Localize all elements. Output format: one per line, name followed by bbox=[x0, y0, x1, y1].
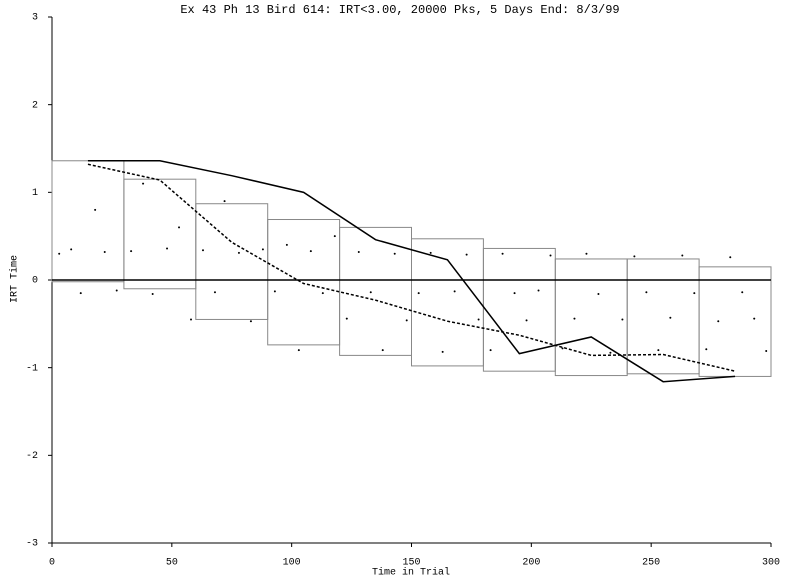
point bbox=[657, 349, 660, 352]
point bbox=[525, 319, 528, 322]
point bbox=[103, 250, 106, 253]
point bbox=[345, 317, 348, 320]
y-tick-label: 1 bbox=[32, 188, 38, 199]
point bbox=[321, 292, 324, 295]
point bbox=[178, 226, 181, 229]
point bbox=[357, 250, 360, 253]
point bbox=[405, 319, 408, 322]
point bbox=[297, 349, 300, 352]
x-tick-label: 100 bbox=[283, 558, 301, 569]
point bbox=[561, 347, 564, 350]
point bbox=[58, 252, 61, 255]
point bbox=[130, 250, 133, 253]
point bbox=[585, 252, 588, 255]
box bbox=[411, 238, 484, 367]
point bbox=[190, 318, 193, 321]
point bbox=[717, 320, 720, 323]
point bbox=[429, 251, 432, 254]
point bbox=[285, 243, 288, 246]
y-tick-label: -2 bbox=[26, 451, 38, 462]
box bbox=[626, 258, 700, 375]
point bbox=[142, 182, 145, 185]
point bbox=[213, 291, 216, 294]
point bbox=[573, 317, 576, 320]
point bbox=[693, 292, 696, 295]
y-tick-label: -1 bbox=[26, 363, 38, 374]
x-tick-label: 50 bbox=[166, 558, 178, 569]
point bbox=[453, 290, 456, 293]
point bbox=[645, 291, 648, 294]
point bbox=[201, 249, 204, 252]
point bbox=[70, 248, 73, 251]
x-tick-label: 250 bbox=[642, 558, 660, 569]
point bbox=[549, 254, 552, 257]
point bbox=[166, 247, 169, 250]
point bbox=[393, 252, 396, 255]
point bbox=[489, 349, 492, 352]
y-axis-label: IRT Time bbox=[9, 255, 21, 303]
point bbox=[477, 318, 480, 321]
point bbox=[669, 316, 672, 319]
point bbox=[369, 291, 372, 294]
box bbox=[698, 266, 772, 377]
x-tick-label: 300 bbox=[762, 558, 780, 569]
point bbox=[261, 248, 264, 251]
x-tick-label: 0 bbox=[49, 558, 55, 569]
y-tick-label: 3 bbox=[32, 13, 38, 24]
point bbox=[729, 256, 732, 259]
point bbox=[513, 292, 516, 295]
point bbox=[273, 290, 276, 293]
chart-title: Ex 43 Ph 13 Bird 614: IRT<3.00, 20000 Pk… bbox=[180, 3, 619, 17]
point bbox=[249, 320, 252, 323]
x-axis-label: Time in Trial bbox=[372, 567, 450, 579]
point bbox=[537, 289, 540, 292]
point bbox=[621, 318, 624, 321]
y-tick-label: 0 bbox=[32, 276, 38, 287]
line bbox=[87, 160, 736, 383]
point bbox=[741, 291, 744, 294]
x-tick-label: 150 bbox=[402, 558, 420, 569]
box bbox=[267, 219, 341, 346]
point bbox=[79, 292, 82, 295]
point bbox=[94, 208, 97, 211]
point bbox=[597, 293, 600, 296]
point bbox=[441, 350, 444, 353]
box bbox=[123, 178, 197, 290]
point bbox=[765, 350, 768, 353]
point bbox=[333, 235, 336, 238]
line bbox=[87, 163, 736, 372]
point bbox=[681, 254, 684, 257]
point bbox=[633, 255, 636, 258]
point bbox=[381, 349, 384, 352]
point bbox=[237, 251, 240, 254]
point bbox=[309, 250, 312, 253]
box bbox=[51, 160, 125, 283]
point bbox=[223, 200, 226, 203]
point bbox=[501, 252, 504, 255]
point bbox=[705, 348, 708, 351]
y-tick-label: -3 bbox=[26, 539, 38, 550]
box bbox=[554, 258, 628, 377]
point bbox=[115, 289, 118, 292]
point bbox=[417, 292, 420, 295]
x-tick-label: 200 bbox=[522, 558, 540, 569]
point bbox=[753, 317, 756, 320]
point bbox=[609, 351, 612, 354]
y-tick-label: 2 bbox=[32, 100, 38, 111]
point bbox=[151, 293, 154, 296]
point bbox=[465, 253, 468, 256]
